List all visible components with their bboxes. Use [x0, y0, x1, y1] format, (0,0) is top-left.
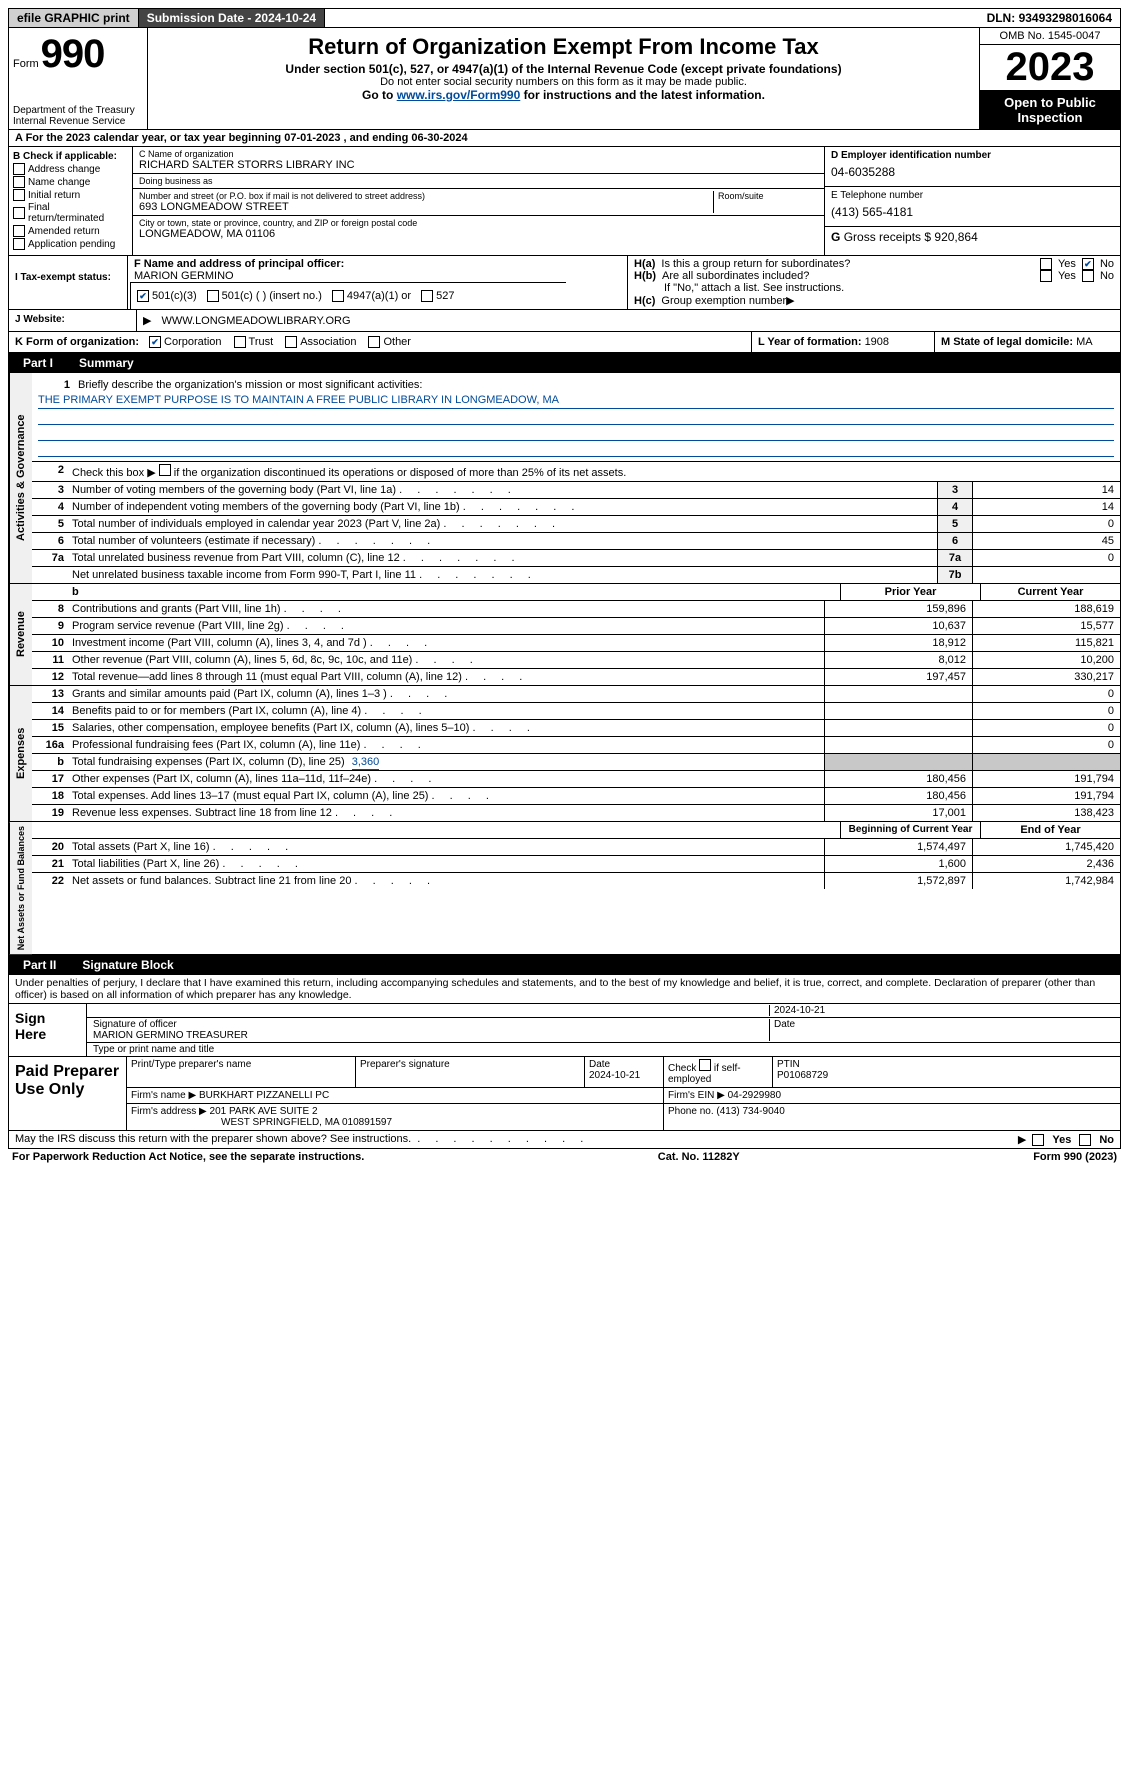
name-label: C Name of organization: [139, 149, 818, 159]
ein-label: D Employer identification number: [831, 150, 1114, 161]
section-j: J Website: ▶ WWW.LONGMEADOWLIBRARY.ORG: [8, 310, 1121, 332]
discuss-no-checkbox[interactable]: [1079, 1134, 1091, 1146]
part1-header: Part I Summary: [8, 353, 1121, 373]
form-word: Form: [13, 58, 39, 70]
form-number: 990: [41, 32, 105, 77]
mission-text: THE PRIMARY EXEMPT PURPOSE IS TO MAINTAI…: [38, 393, 1114, 409]
city-value: LONGMEADOW, MA 01106: [139, 228, 818, 240]
checkbox[interactable]: [13, 176, 25, 188]
firm-addr: 201 PARK AVE SUITE 2: [210, 1106, 318, 1117]
section-i: I Tax-exempt status: 501(c)(3)501(c) ( )…: [8, 268, 566, 310]
row-a-tax-year: A For the 2023 calendar year, or tax yea…: [8, 130, 1121, 147]
phone-label: E Telephone number: [831, 190, 1114, 201]
omb-number: OMB No. 1545-0047: [980, 28, 1120, 45]
goto-line: Go to www.irs.gov/Form990 for instructio…: [156, 88, 971, 102]
city-label: City or town, state or province, country…: [139, 218, 818, 228]
checkbox[interactable]: [13, 189, 25, 201]
paid-preparer-label: Paid Preparer Use Only: [9, 1057, 127, 1130]
begin-year-header: Beginning of Current Year: [840, 822, 980, 838]
tax-status-checkbox[interactable]: [137, 290, 149, 302]
ptin: P01068729: [777, 1070, 828, 1081]
sign-date: 2024-10-21: [769, 1005, 1114, 1016]
self-employed-checkbox[interactable]: [699, 1059, 711, 1071]
end-year-header: End of Year: [980, 822, 1120, 838]
open-to-public: Open to Public Inspection: [980, 91, 1120, 129]
part2-header: Part II Signature Block: [8, 955, 1121, 975]
header-left: Form 990 Department of the Treasury Inte…: [9, 28, 148, 129]
tax-year: 2023: [980, 45, 1120, 91]
discuss-with-preparer: May the IRS discuss this return with the…: [8, 1131, 1121, 1149]
signature-block: Under penalties of perjury, I declare th…: [8, 975, 1121, 1131]
sign-here-label: Sign Here: [9, 1004, 87, 1056]
hb-no-checkbox[interactable]: [1082, 270, 1094, 282]
ssn-note: Do not enter social security numbers on …: [156, 76, 971, 88]
firm-ein: 04-2929980: [728, 1090, 781, 1101]
org-form-checkbox[interactable]: [368, 336, 380, 348]
form-header: Form 990 Department of the Treasury Inte…: [8, 28, 1121, 130]
governance-block: Activities & Governance 1 Briefly descri…: [8, 373, 1121, 584]
net-assets-block: Net Assets or Fund Balances Beginning of…: [8, 822, 1121, 955]
header-mid: Return of Organization Exempt From Incom…: [148, 28, 980, 129]
checkbox[interactable]: [13, 225, 25, 237]
section-b-header: B Check if applicable:: [13, 151, 128, 162]
expenses-block: Expenses 13Grants and similar amounts pa…: [8, 686, 1121, 822]
state-domicile: M State of legal domicile: MA: [934, 332, 1120, 352]
dba-label: Doing business as: [139, 176, 818, 186]
dept-treasury: Department of the Treasury Internal Reve…: [13, 105, 135, 127]
section-c: C Name of organization RICHARD SALTER ST…: [133, 147, 825, 255]
org-form-checkbox[interactable]: [285, 336, 297, 348]
revenue-block: Revenue b Prior Year Current Year 8Contr…: [8, 584, 1121, 686]
ha-no-checkbox[interactable]: [1082, 258, 1094, 270]
discontinued-checkbox[interactable]: [159, 464, 171, 476]
prior-year-header: Prior Year: [840, 584, 980, 600]
header-right: OMB No. 1545-0047 2023 Open to Public In…: [980, 28, 1120, 129]
expenses-tab: Expenses: [9, 686, 32, 821]
checkbox[interactable]: [13, 207, 25, 219]
addr-label: Number and street (or P.O. box if mail i…: [139, 191, 713, 201]
year-formation: L Year of formation: 1908: [751, 332, 934, 352]
section-d-e-g: D Employer identification number 04-6035…: [825, 147, 1120, 255]
dln: DLN: 93493298016064: [979, 9, 1120, 27]
block-bcdefg: B Check if applicable: Address changeNam…: [8, 147, 1121, 256]
section-h: H(a) Is this a group return for subordin…: [628, 256, 1120, 309]
ein-value: 04-6035288: [831, 161, 1114, 183]
form-title: Return of Organization Exempt From Incom…: [156, 34, 971, 60]
page-footer: For Paperwork Reduction Act Notice, see …: [8, 1149, 1121, 1165]
checkbox[interactable]: [13, 163, 25, 175]
org-form-checkbox[interactable]: [234, 336, 246, 348]
checkbox[interactable]: [13, 238, 25, 250]
top-bar: efile GRAPHIC print Submission Date - 20…: [8, 8, 1121, 28]
tax-status-checkbox[interactable]: [207, 290, 219, 302]
phone-value: (413) 565-4181: [831, 201, 1114, 223]
website-value: ▶ WWW.LONGMEADOWLIBRARY.ORG: [137, 310, 1120, 331]
firm-addr2: WEST SPRINGFIELD, MA 010891597: [221, 1117, 392, 1128]
tax-status-checkbox[interactable]: [332, 290, 344, 302]
hb-yes-checkbox[interactable]: [1040, 270, 1052, 282]
submission-date: Submission Date - 2024-10-24: [139, 9, 325, 27]
section-k: K Form of organization: CorporationTrust…: [8, 332, 1121, 353]
room-label: Room/suite: [718, 191, 818, 201]
officer-sig: MARION GERMINO TREASURER: [93, 1030, 248, 1041]
firm-name: BURKHART PIZZANELLI PC: [199, 1090, 329, 1101]
ha-yes-checkbox[interactable]: [1040, 258, 1052, 270]
form-subtitle: Under section 501(c), 527, or 4947(a)(1)…: [156, 62, 971, 76]
section-b: B Check if applicable: Address changeNam…: [9, 147, 133, 255]
org-form-checkbox[interactable]: [149, 336, 161, 348]
revenue-tab: Revenue: [9, 584, 32, 685]
firm-phone: (413) 734-9040: [716, 1106, 784, 1117]
current-year-header: Current Year: [980, 584, 1120, 600]
hb-note: If "No," attach a list. See instructions…: [634, 282, 1114, 294]
efile-print-button[interactable]: efile GRAPHIC print: [9, 9, 139, 27]
org-name: RICHARD SALTER STORRS LIBRARY INC: [139, 159, 818, 171]
penalties-text: Under penalties of perjury, I declare th…: [9, 975, 1120, 1004]
governance-tab: Activities & Governance: [9, 373, 32, 583]
addr-value: 693 LONGMEADOW STREET: [139, 201, 713, 213]
prep-date: 2024-10-21: [589, 1070, 640, 1081]
irs-link[interactable]: www.irs.gov/Form990: [397, 88, 521, 102]
net-assets-tab: Net Assets or Fund Balances: [9, 822, 32, 954]
tax-status-checkbox[interactable]: [421, 290, 433, 302]
gross-receipts: 920,864: [934, 230, 977, 244]
discuss-yes-checkbox[interactable]: [1032, 1134, 1044, 1146]
